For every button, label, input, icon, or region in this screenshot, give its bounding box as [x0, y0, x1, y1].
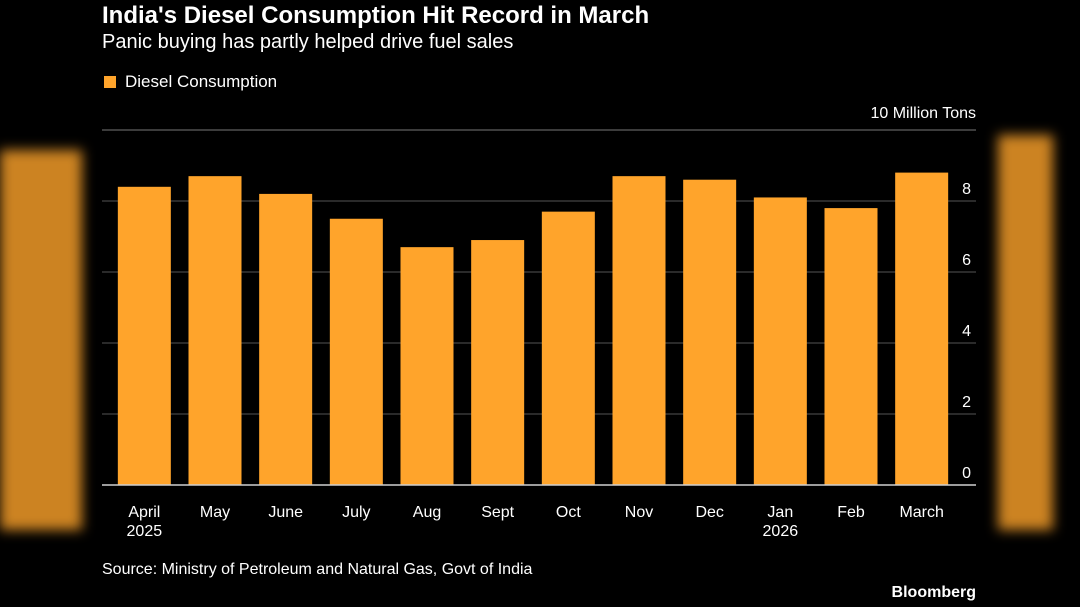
bar [117, 186, 171, 486]
x-tick-label: March [899, 504, 943, 521]
x-tick-label: Nov [625, 504, 653, 521]
x-tick-label: Feb [837, 504, 865, 521]
y-tick-label: 2 [962, 394, 971, 411]
x-tick-label: June [268, 504, 303, 521]
bar [753, 197, 807, 485]
x-tick-label: May [200, 504, 230, 521]
backdrop-bar [0, 150, 82, 530]
bar [400, 247, 454, 485]
legend-label: Diesel Consumption [125, 72, 278, 91]
y-tick-label: 8 [962, 181, 971, 198]
x-tick-label: July [342, 504, 370, 521]
chart-subtitle: Panic buying has partly helped drive fue… [102, 31, 514, 53]
y-tick-label: 4 [962, 323, 971, 340]
y-tick-label: 6 [962, 252, 971, 269]
x-tick-label: Aug [413, 504, 441, 521]
bar [824, 208, 878, 485]
bar [471, 240, 525, 485]
y-tick-label: 0 [962, 465, 971, 482]
x-tick-label: 2026 [763, 523, 799, 540]
bar [612, 176, 666, 485]
bar [329, 218, 383, 485]
backdrop-bar [998, 135, 1053, 530]
bar [541, 211, 595, 485]
x-tick-label: Dec [695, 504, 723, 521]
bar [895, 172, 949, 485]
unit-label: 10 Million Tons [870, 105, 976, 122]
x-tick-label: April [128, 504, 160, 521]
bar [683, 179, 737, 485]
brand-logo: Bloomberg [891, 584, 976, 601]
bar [259, 193, 313, 485]
x-tick-label: Oct [556, 504, 581, 521]
x-tick-label: Sept [481, 504, 514, 521]
x-tick-label: Jan [767, 504, 793, 521]
source-note: Source: Ministry of Petroleum and Natura… [102, 561, 533, 578]
bar [188, 176, 242, 485]
chart-title: India's Diesel Consumption Hit Record in… [102, 2, 650, 29]
bar-chart: 0 2 4 6 8 April 2025 May June July Aug Sept Oct Nov De… [102, 129, 976, 540]
legend-swatch [104, 76, 116, 88]
x-tick-label: 2025 [127, 523, 163, 540]
legend: Diesel Consumption [104, 72, 277, 92]
chart-card: India's Diesel Consumption Hit Record in… [100, 0, 978, 607]
